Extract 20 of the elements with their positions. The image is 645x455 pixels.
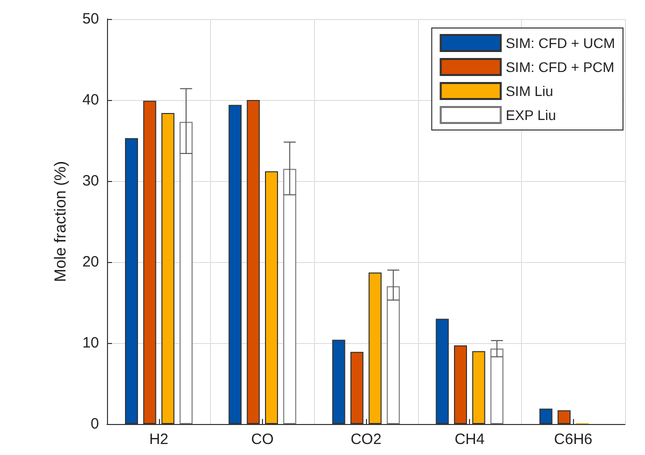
y-tick-label: 50 (82, 10, 99, 28)
y-tick-label: 0 (90, 416, 99, 432)
x-tick-label: CO (251, 431, 274, 448)
y-tick-label: 10 (82, 334, 99, 352)
bar (283, 168, 296, 424)
bar (180, 122, 193, 424)
legend-label: SIM Liu (506, 83, 554, 99)
legend-label: SIM: CFD + UCM (506, 35, 615, 51)
y-axis-title: Mole fraction (%) (52, 161, 70, 282)
x-tick-label: H2 (149, 431, 168, 448)
x-tick-label: CO2 (350, 431, 382, 448)
legend-label: EXP Liu (506, 107, 556, 123)
x-tick-label: CH4 (454, 431, 485, 448)
y-tick-label: 30 (82, 172, 99, 190)
bar (386, 286, 400, 424)
y-tick-label: 20 (82, 254, 99, 270)
y-tick-label: 40 (82, 92, 99, 108)
bar (490, 348, 504, 424)
x-tick-label: C6H6 (554, 431, 592, 448)
legend-label: SIM: CFD + PCM (506, 59, 614, 75)
